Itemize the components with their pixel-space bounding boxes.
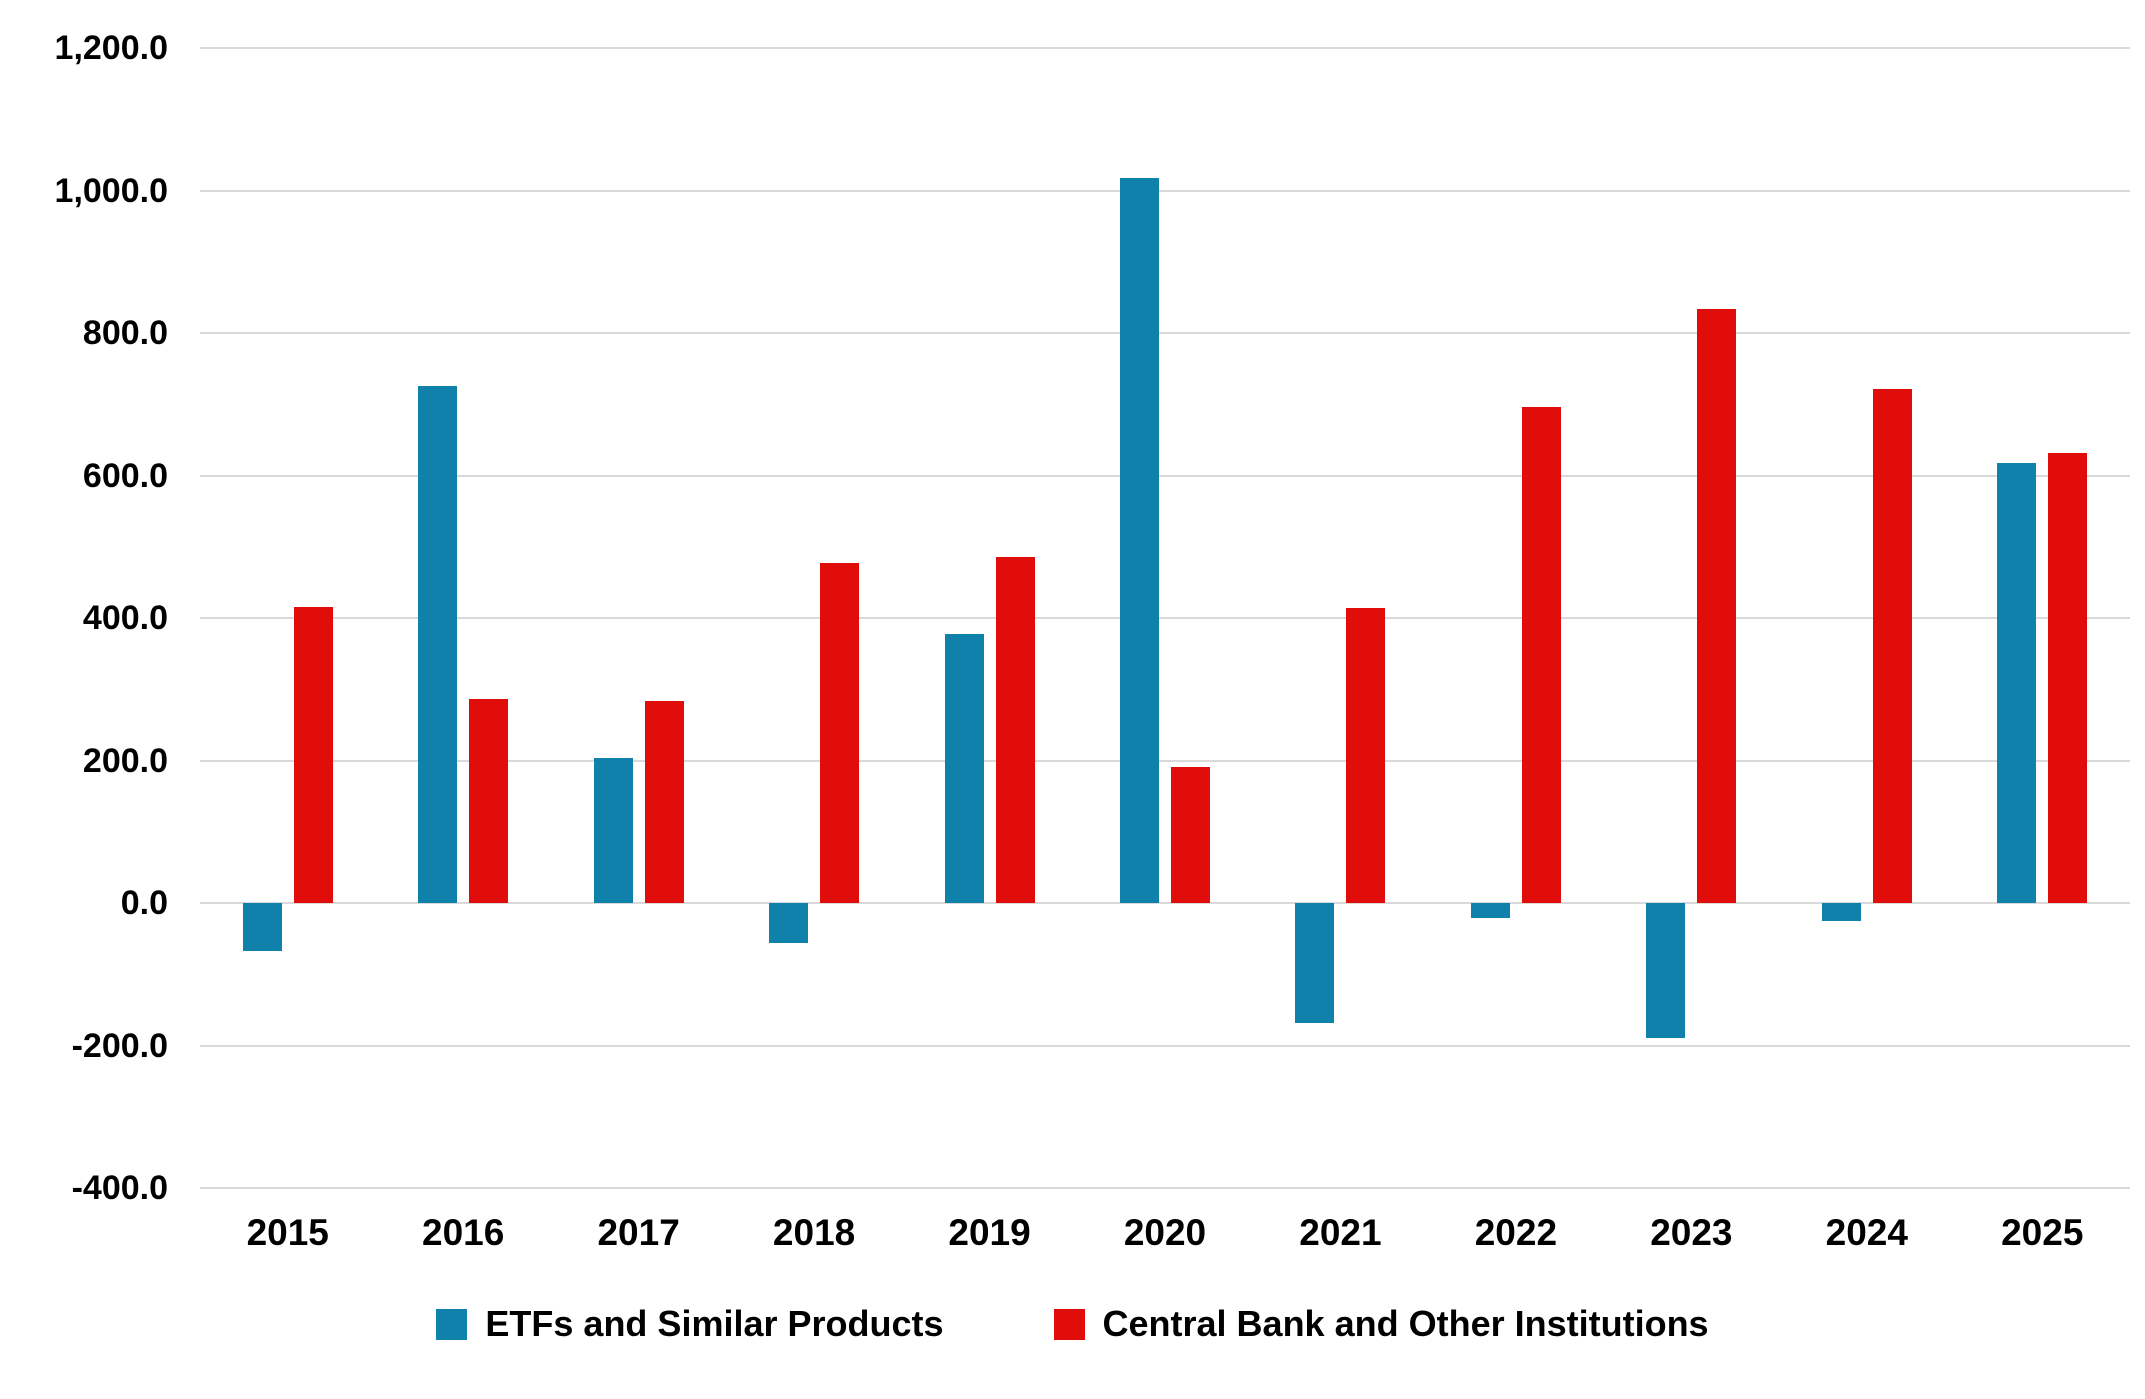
bar-etfs-2021 — [1295, 903, 1335, 1023]
gridline-400 — [200, 617, 2130, 619]
bar-central-bank-2016 — [469, 699, 509, 903]
bar-central-bank-2017 — [644, 700, 684, 903]
bar-central-bank-2023 — [1697, 309, 1737, 903]
legend-item-central-bank: Central Bank and Other Institutions — [1053, 1303, 1709, 1345]
gridline-600 — [200, 474, 2130, 477]
plot-area — [200, 47, 2130, 1189]
bar-central-bank-2019 — [995, 556, 1035, 903]
gridline-0 — [200, 902, 2130, 904]
gridline--400 — [200, 1187, 2130, 1189]
bar-central-bank-2021 — [1346, 608, 1386, 903]
legend-swatch-etfs-icon — [436, 1308, 468, 1340]
xtick-label-2018: 2018 — [772, 1212, 856, 1253]
bar-etfs-2015 — [242, 903, 282, 952]
legend-label-central-bank: Central Bank and Other Institutions — [1102, 1303, 1709, 1344]
bar-etfs-2019 — [944, 634, 984, 903]
xtick-label-2016: 2016 — [422, 1212, 505, 1253]
ytick-label--400: -400.0 — [71, 1169, 168, 1207]
gridline--200 — [200, 1044, 2130, 1047]
bar-etfs-2023 — [1646, 903, 1686, 1038]
bar-etfs-2024 — [1821, 903, 1861, 921]
gridline-800 — [200, 332, 2130, 334]
ytick-label-1200: 1,200.0 — [54, 29, 168, 67]
ytick-label-600: 600.0 — [82, 456, 168, 495]
ytick-label-800: 800.0 — [82, 314, 168, 352]
ytick-label-200: 200.0 — [82, 741, 168, 780]
bar-etfs-2020 — [1120, 178, 1159, 903]
bar-central-bank-2025 — [2048, 453, 2088, 903]
legend-item-etfs: ETFs and Similar Products — [436, 1303, 944, 1345]
bar-central-bank-2015 — [293, 607, 333, 903]
bar-etfs-2017 — [593, 757, 633, 903]
xtick-label-2021: 2021 — [1299, 1212, 1382, 1253]
bar-etfs-2016 — [418, 386, 458, 903]
bar-central-bank-2020 — [1171, 766, 1210, 903]
gridline-200 — [200, 759, 2130, 762]
xtick-label-2023: 2023 — [1650, 1212, 1733, 1253]
gridline-1200 — [200, 47, 2130, 49]
xtick-label-2015: 2015 — [246, 1212, 329, 1253]
legend-label-etfs: ETFs and Similar Products — [485, 1303, 944, 1344]
ytick-label-1000: 1,000.0 — [54, 171, 168, 210]
xtick-label-2022: 2022 — [1474, 1212, 1558, 1253]
legend: ETFs and Similar Products Central Bank a… — [0, 1303, 2145, 1345]
ytick-label-400: 400.0 — [82, 599, 168, 637]
gridline-1000 — [200, 189, 2130, 192]
bar-etfs-2025 — [1997, 462, 2037, 903]
ytick-label-0: 0.0 — [120, 884, 168, 922]
bar-central-bank-2018 — [820, 563, 860, 903]
ytick-label--200: -200.0 — [71, 1026, 168, 1065]
xtick-label-2024: 2024 — [1825, 1212, 1908, 1253]
xtick-label-2019: 2019 — [948, 1212, 1031, 1253]
xtick-label-2025: 2025 — [2001, 1212, 2084, 1253]
legend-swatch-central-bank-icon — [1053, 1308, 1085, 1340]
bar-etfs-2022 — [1470, 903, 1510, 918]
bar-etfs-2018 — [769, 903, 809, 943]
bar-central-bank-2022 — [1521, 407, 1561, 903]
bar-central-bank-2024 — [1872, 388, 1912, 903]
xtick-label-2020: 2020 — [1123, 1212, 1207, 1253]
xtick-label-2017: 2017 — [597, 1212, 680, 1253]
